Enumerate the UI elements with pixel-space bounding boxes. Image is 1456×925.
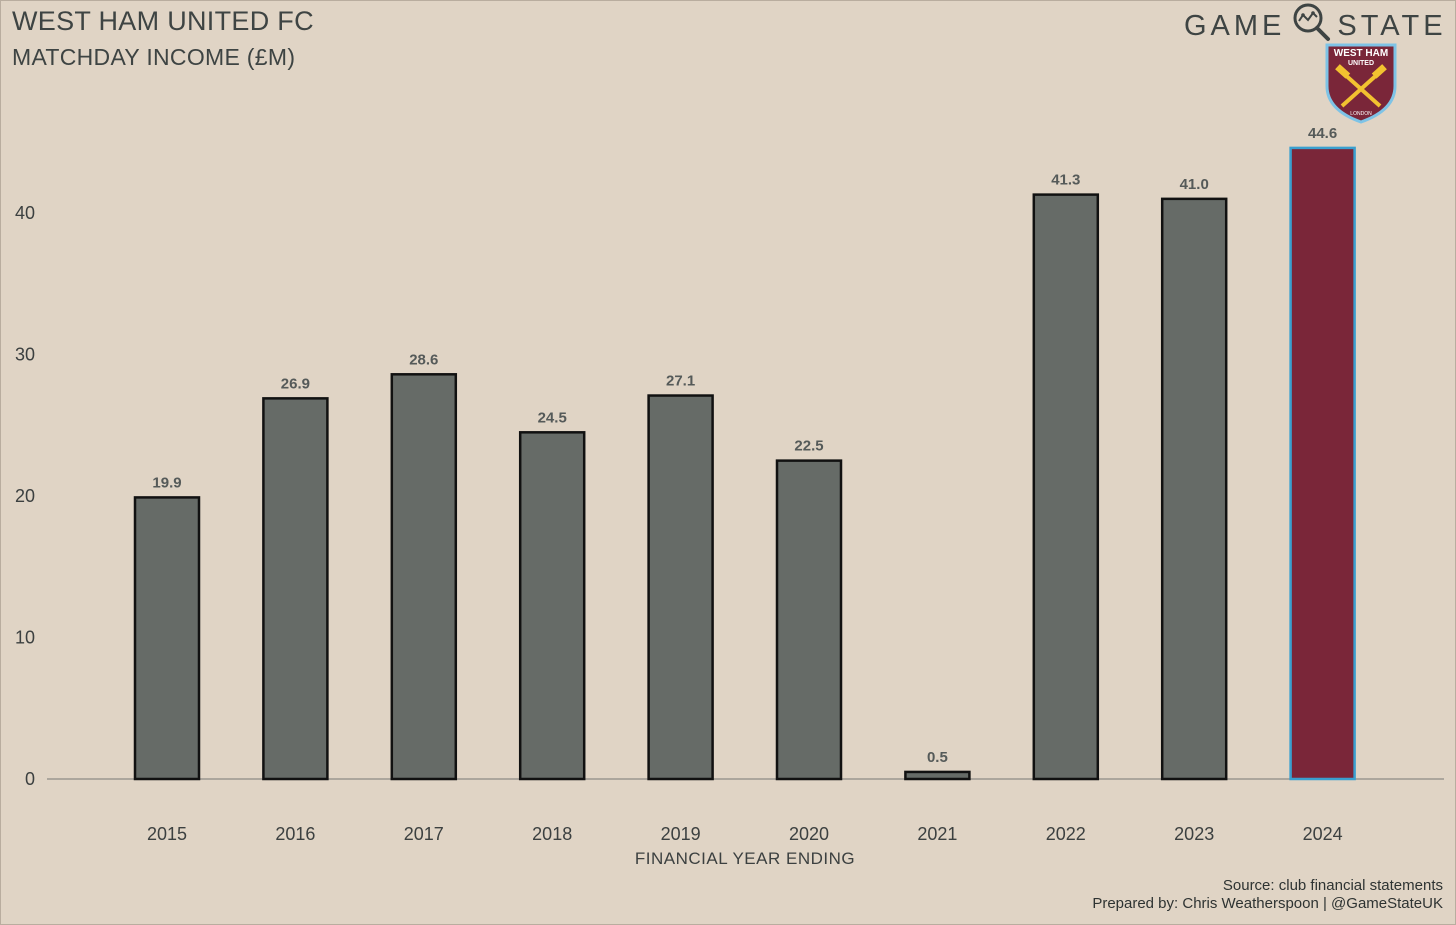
y-tick-label: 10 bbox=[15, 628, 35, 648]
x-tick-label-2023: 2023 bbox=[1174, 824, 1214, 844]
bar-2015 bbox=[133, 496, 201, 781]
x-axis: 2015 2016 2017 2018 2019 2020 2021 2022 2023 2024 bbox=[147, 824, 1343, 844]
y-tick-label: 40 bbox=[15, 203, 35, 223]
data-label-2020: 22.5 bbox=[794, 438, 823, 455]
y-tick-label: 20 bbox=[15, 486, 35, 506]
crest-text-bottom: LONDON bbox=[1350, 111, 1372, 117]
x-tick-label-2016: 2016 bbox=[275, 824, 315, 844]
bar-series: 19.9 26.9 28.6 24.5 27.1 22.5 0.5 41.3 41.0 44.6 bbox=[133, 125, 1356, 781]
data-label-2019: 27.1 bbox=[666, 373, 695, 390]
credit-note: Prepared by: Chris Weatherspoon | @GameS… bbox=[1092, 894, 1443, 912]
data-label-2018: 24.5 bbox=[538, 409, 567, 426]
bar-2017 bbox=[390, 373, 458, 781]
data-label-2015: 19.9 bbox=[152, 474, 181, 491]
brand-word-right: STATE bbox=[1337, 9, 1447, 42]
brand-logo: GAME STATE bbox=[1184, 3, 1447, 46]
chart-footer: Source: club financial statements Prepar… bbox=[1092, 877, 1443, 912]
x-tick-label-2018: 2018 bbox=[532, 824, 572, 844]
crossed-hammers-icon bbox=[1335, 64, 1387, 108]
x-tick-label-2017: 2017 bbox=[404, 824, 444, 844]
crest-text-top: WEST HAM bbox=[1334, 48, 1388, 59]
x-tick-label-2019: 2019 bbox=[661, 824, 701, 844]
chart-subtitle: MATCHDAY INCOME (£M) bbox=[12, 44, 296, 70]
bar-2018 bbox=[518, 431, 586, 781]
data-label-2016: 26.9 bbox=[281, 375, 310, 392]
x-tick-label-2021: 2021 bbox=[917, 824, 957, 844]
x-axis-title: FINANCIAL YEAR ENDING bbox=[635, 849, 855, 868]
source-note: Source: club financial statements bbox=[1222, 877, 1443, 894]
y-tick-label: 0 bbox=[25, 769, 35, 789]
data-label-2017: 28.6 bbox=[409, 351, 438, 368]
crest-text-middle: UNITED bbox=[1348, 60, 1374, 67]
x-tick-label-2020: 2020 bbox=[789, 824, 829, 844]
bar-2020 bbox=[775, 459, 843, 781]
bar-2024 bbox=[1289, 146, 1356, 781]
bar-2019 bbox=[647, 394, 714, 781]
data-label-2021: 0.5 bbox=[927, 749, 948, 766]
bar-2022 bbox=[1032, 193, 1100, 781]
bar-2023 bbox=[1160, 197, 1228, 781]
chart-title: WEST HAM UNITED FC bbox=[12, 6, 314, 36]
y-tick-label: 30 bbox=[15, 345, 35, 365]
x-tick-label-2022: 2022 bbox=[1046, 824, 1086, 844]
x-tick-label-2024: 2024 bbox=[1303, 824, 1343, 844]
bar-2021 bbox=[904, 770, 971, 781]
data-label-2022: 41.3 bbox=[1051, 172, 1080, 189]
club-crest: WEST HAM UNITED LONDON bbox=[1324, 42, 1398, 129]
x-tick-label-2015: 2015 bbox=[147, 824, 187, 844]
brand-word-left: GAME bbox=[1184, 9, 1286, 42]
magnifier-icon bbox=[1291, 2, 1331, 50]
bar-2016 bbox=[262, 397, 329, 781]
data-label-2023: 41.0 bbox=[1180, 176, 1209, 193]
y-axis: 0 10 20 30 40 bbox=[15, 203, 35, 789]
data-label-2024: 44.6 bbox=[1308, 125, 1337, 142]
